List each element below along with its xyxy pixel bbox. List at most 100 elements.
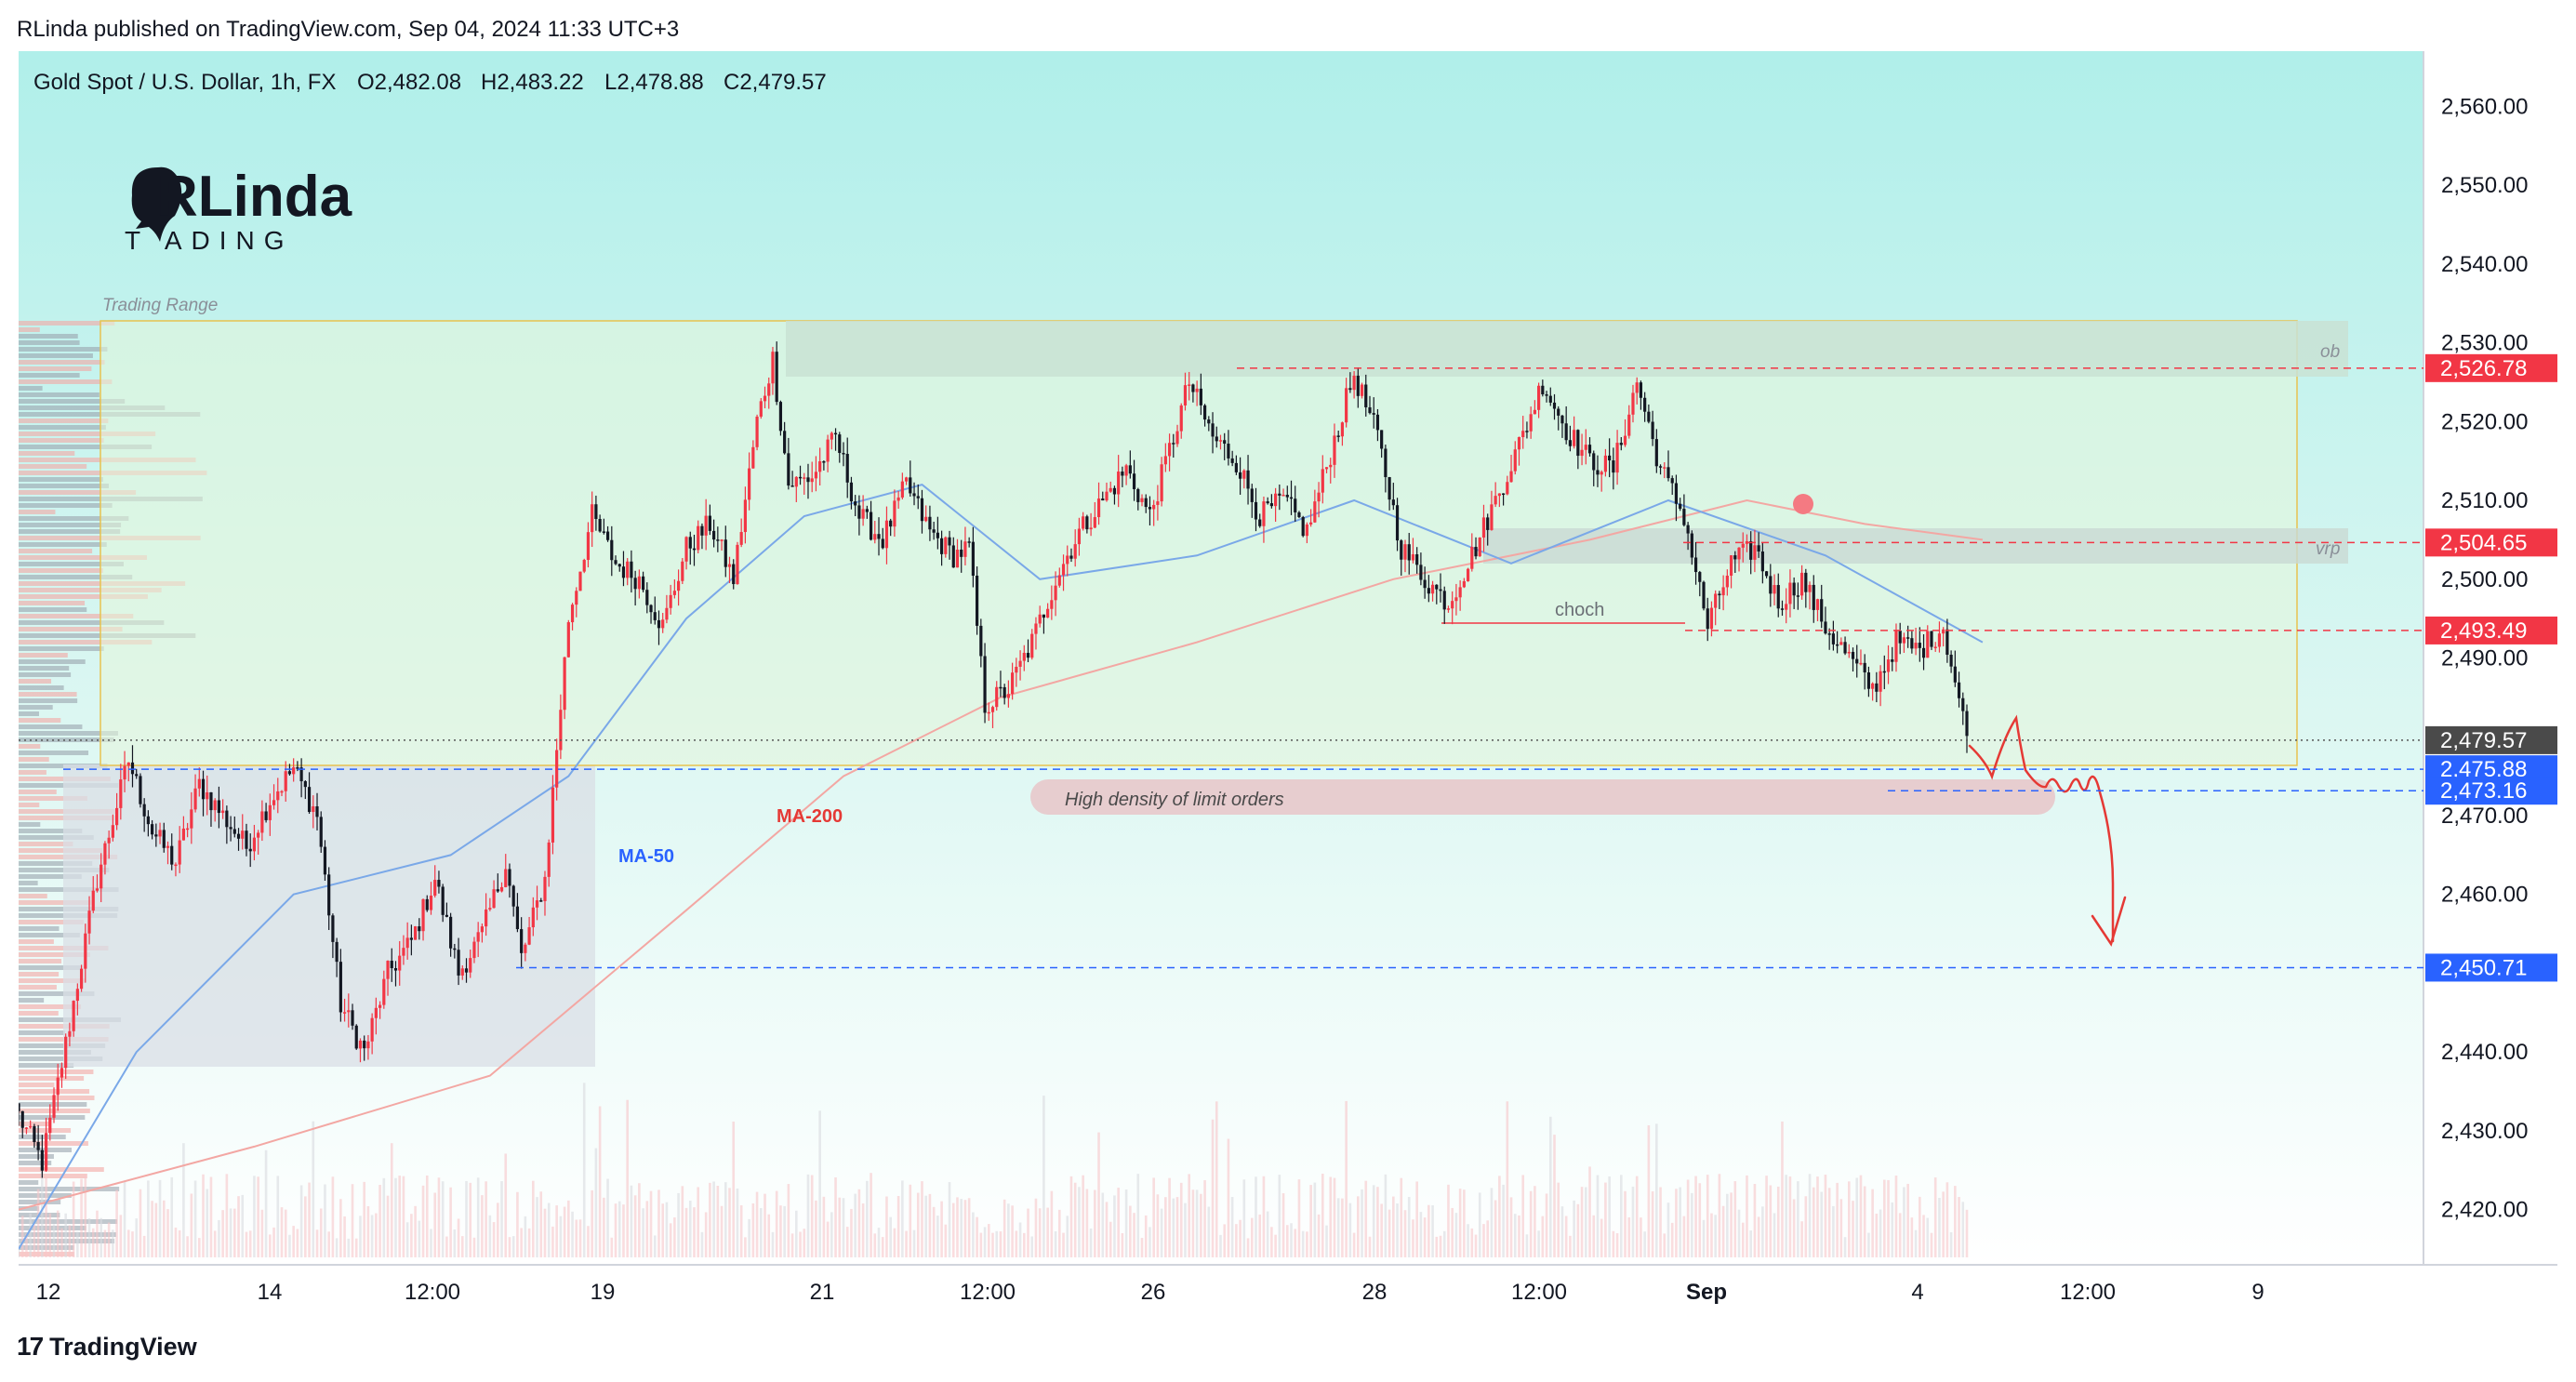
candle-body xyxy=(692,548,697,551)
candle-body xyxy=(626,561,630,578)
volume-bar xyxy=(709,1182,711,1257)
volume-bar xyxy=(1030,1236,1034,1257)
x-tick-label: Sep xyxy=(1686,1280,1727,1305)
volume-bar xyxy=(1403,1210,1407,1257)
price-scale[interactable] xyxy=(2423,51,2557,1265)
volume-profile-bar xyxy=(19,1219,118,1224)
candle-body xyxy=(605,531,610,540)
candle-body xyxy=(1454,597,1458,602)
candle-body xyxy=(936,532,939,538)
candle-body xyxy=(818,461,822,472)
volume-bar xyxy=(732,1121,736,1257)
candle-body xyxy=(1631,392,1635,415)
volume-bar xyxy=(1600,1218,1603,1257)
candle-body xyxy=(621,566,626,578)
volume-bar xyxy=(492,1222,496,1257)
volume-bar xyxy=(578,1219,582,1257)
candle-body xyxy=(303,781,307,788)
candle-body xyxy=(1839,642,1843,645)
candle-body xyxy=(727,564,732,567)
volume-bar xyxy=(1062,1232,1065,1257)
candle-body xyxy=(511,885,515,907)
candle-body xyxy=(1336,435,1340,437)
volume-bar xyxy=(1022,1232,1026,1257)
volume-bar xyxy=(1773,1213,1776,1257)
volume-bar xyxy=(1596,1175,1600,1257)
candle-body xyxy=(720,539,724,541)
candle-body xyxy=(1073,544,1077,559)
volume-bar xyxy=(1691,1192,1693,1257)
volume-bar xyxy=(370,1215,374,1257)
volume-bar xyxy=(1258,1214,1262,1257)
candle-body xyxy=(398,955,402,971)
volume-bar xyxy=(1961,1202,1965,1257)
candle-body xyxy=(193,788,197,810)
candle-body xyxy=(393,968,398,971)
candle-body xyxy=(1085,516,1089,530)
candle-body xyxy=(1218,440,1223,442)
volume-bar xyxy=(225,1174,229,1257)
volume-bar xyxy=(1788,1176,1792,1257)
volume-profile-bar xyxy=(19,1011,59,1016)
volume-bar xyxy=(112,1229,114,1257)
volume-bar xyxy=(182,1143,185,1257)
ohlc-close: C2,479.57 xyxy=(724,70,827,95)
volume-bar xyxy=(1769,1185,1773,1257)
candle-body xyxy=(499,886,504,892)
tradingview-logo-icon: 17 xyxy=(17,1332,44,1361)
volume-bar xyxy=(1152,1177,1155,1257)
candle-body xyxy=(1305,524,1309,537)
volume-bar xyxy=(1027,1208,1029,1257)
volume-bar xyxy=(1121,1232,1124,1257)
volume-bar xyxy=(511,1236,515,1257)
candles xyxy=(19,341,1969,1178)
candle-body xyxy=(1281,495,1285,497)
volume-bar xyxy=(485,1181,487,1257)
candle-body xyxy=(1289,497,1294,499)
candle-body xyxy=(84,933,87,969)
volume-bar xyxy=(1058,1209,1061,1257)
candle-body xyxy=(181,828,185,841)
candle-body xyxy=(979,625,983,657)
tradingview-brand[interactable]: 17 TradingView xyxy=(17,1332,197,1362)
volume-bar xyxy=(1820,1191,1824,1257)
volume-bar xyxy=(547,1203,551,1257)
candle-body xyxy=(504,869,508,887)
price-label-box xyxy=(2425,777,2557,805)
volume-bar xyxy=(720,1205,724,1257)
volume-bar xyxy=(1285,1225,1289,1257)
volume-bar xyxy=(767,1214,771,1257)
volume-bar xyxy=(806,1174,810,1257)
candle-body xyxy=(657,619,661,629)
volume-bar xyxy=(1431,1204,1434,1257)
price-label-text: 2,450.71 xyxy=(2440,955,2527,980)
candle-body xyxy=(763,395,767,402)
candle-body xyxy=(1785,604,1788,610)
candle-body xyxy=(441,886,445,915)
volume-bar xyxy=(115,1189,118,1257)
volume-bar xyxy=(1097,1132,1100,1257)
volume-bar xyxy=(1518,1215,1520,1257)
candle-body xyxy=(1458,587,1462,598)
volume-bar xyxy=(983,1227,987,1257)
volume-bar xyxy=(1560,1206,1564,1257)
candle-body xyxy=(386,961,390,979)
candle-body xyxy=(358,1040,363,1049)
candle-body xyxy=(276,791,280,801)
volume-bar xyxy=(33,1224,36,1257)
candle-body xyxy=(810,478,814,483)
volume-profile-bar xyxy=(19,432,156,436)
volume-bar xyxy=(617,1201,621,1257)
candle-body xyxy=(1234,462,1238,472)
volume-profile-bar xyxy=(19,1154,54,1159)
candle-body xyxy=(614,560,617,565)
volume-bar xyxy=(567,1200,570,1257)
candle-body xyxy=(1525,431,1529,432)
volume-bar xyxy=(1082,1175,1084,1257)
volume-bar xyxy=(626,1099,629,1257)
limit-orders-zone xyxy=(1030,779,2055,815)
candle-body xyxy=(178,840,181,865)
volume-bar xyxy=(472,1237,476,1257)
candle-body xyxy=(48,1117,52,1134)
